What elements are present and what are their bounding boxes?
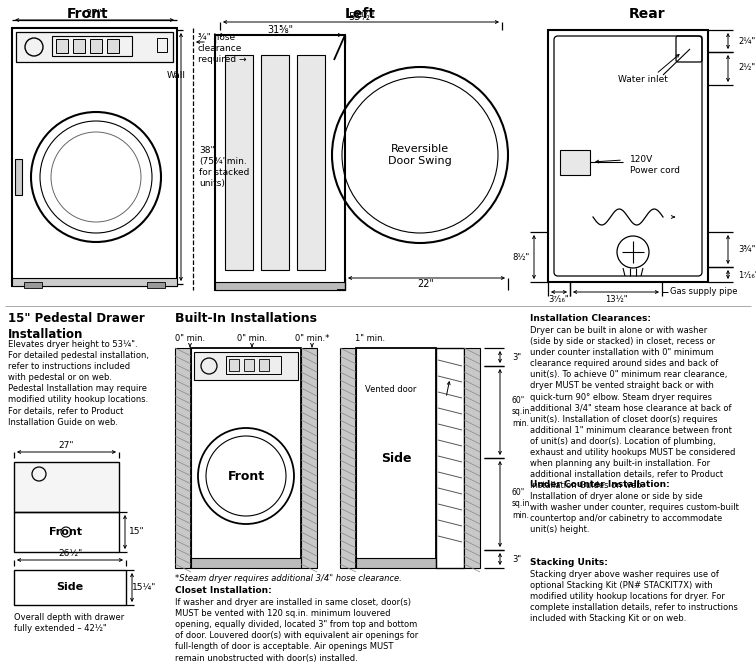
Text: 13½": 13½" [605, 295, 627, 305]
Bar [548, 30, 708, 282]
Bar [191, 558, 301, 568]
Text: 3¾": 3¾" [738, 246, 755, 255]
Bar [15, 159, 22, 195]
Bar [261, 55, 289, 270]
Bar [229, 359, 239, 371]
Text: 38"
(75¾"min.
for stacked
units): 38" (75¾"min. for stacked units) [199, 146, 249, 188]
Text: Elevates dryer height to 53¼".
For detailed pedestal installation,
refer to inst: Elevates dryer height to 53¼". For detai… [8, 340, 149, 427]
Bar [194, 352, 298, 380]
Bar [12, 28, 177, 286]
Bar [215, 35, 345, 290]
Bar [436, 348, 464, 568]
Bar [356, 558, 436, 568]
Text: 22": 22" [417, 279, 435, 289]
Bar [90, 39, 102, 53]
Text: 15¼": 15¼" [132, 582, 156, 591]
Bar [52, 36, 132, 56]
Text: If washer and dryer are installed in same closet, door(s)
MUST be vented with 12: If washer and dryer are installed in sam… [175, 598, 418, 663]
Bar [340, 348, 356, 568]
Text: 0" min.: 0" min. [175, 334, 205, 343]
Bar [56, 39, 68, 53]
Text: 3⁷⁄₁₆": 3⁷⁄₁₆" [549, 295, 569, 305]
Bar [297, 55, 325, 270]
Bar [191, 348, 301, 568]
Text: 27": 27" [85, 9, 103, 19]
Text: 60"
sq.in.
min.: 60" sq.in. min. [512, 488, 533, 520]
Text: Left: Left [345, 7, 376, 21]
Text: Under Counter Installation:: Under Counter Installation: [530, 480, 670, 489]
Text: Stacking dryer above washer requires use of
optional Stacking Kit (PN# STACKIT7X: Stacking dryer above washer requires use… [530, 570, 738, 623]
Text: 3": 3" [512, 554, 521, 564]
Text: Stacking Units:: Stacking Units: [530, 558, 608, 567]
Bar [226, 356, 281, 374]
Bar [14, 512, 119, 552]
Text: Side: Side [381, 452, 411, 464]
Text: ¾" hose
clearance
required →: ¾" hose clearance required → [198, 33, 246, 64]
Text: 1⁷⁄₁₆": 1⁷⁄₁₆" [738, 271, 756, 279]
Bar [147, 282, 165, 288]
Text: 60"
sq.in.
min.: 60" sq.in. min. [512, 396, 533, 428]
Text: Vented door: Vented door [364, 385, 416, 395]
Bar [215, 282, 345, 290]
Text: Wall: Wall [167, 71, 186, 79]
Text: 26½": 26½" [58, 550, 82, 558]
Bar [14, 570, 126, 605]
Text: Front: Front [67, 7, 109, 21]
Text: Closet Installation:: Closet Installation: [175, 586, 271, 595]
Text: Gas supply pipe: Gas supply pipe [670, 287, 738, 297]
Text: Front: Front [49, 527, 82, 537]
Text: 15" Pedestal Drawer
Installation: 15" Pedestal Drawer Installation [8, 312, 144, 341]
Text: Installation Clearances:: Installation Clearances: [530, 314, 651, 323]
Text: 31⅝": 31⅝" [267, 25, 293, 35]
Bar [12, 278, 177, 286]
Text: Water inlet: Water inlet [618, 75, 668, 84]
Bar [175, 348, 191, 568]
Bar [356, 348, 436, 568]
Text: 0" min.: 0" min. [237, 334, 267, 343]
Bar [560, 150, 590, 175]
Text: 120V
Power cord: 120V Power cord [630, 155, 680, 175]
Text: Rear: Rear [629, 7, 665, 21]
Text: Reversible
Door Swing: Reversible Door Swing [388, 144, 452, 166]
Text: 2¼": 2¼" [738, 37, 755, 45]
Bar [301, 348, 317, 568]
Bar [73, 39, 85, 53]
Bar [157, 38, 167, 52]
Text: Installation of dryer alone or side by side
with washer under counter, requires : Installation of dryer alone or side by s… [530, 492, 739, 534]
Bar [464, 348, 480, 568]
Text: 8½": 8½" [513, 253, 530, 261]
Text: 2½": 2½" [738, 63, 755, 73]
Text: 27": 27" [58, 442, 74, 450]
Text: Overall depth with drawer
fully extended – 42½": Overall depth with drawer fully extended… [14, 613, 124, 633]
Bar [244, 359, 254, 371]
Bar [24, 282, 42, 288]
Text: Built-In Installations: Built-In Installations [175, 312, 317, 325]
Text: 3": 3" [512, 353, 521, 361]
Bar [16, 32, 173, 62]
Bar [14, 462, 119, 512]
Text: Dryer can be built in alone or with washer
(side by side or stacked) in closet, : Dryer can be built in alone or with wash… [530, 326, 736, 490]
Text: 53½": 53½" [348, 12, 374, 22]
Bar [225, 55, 253, 270]
Text: Front: Front [228, 470, 265, 482]
Bar [107, 39, 119, 53]
Text: 15": 15" [129, 528, 145, 536]
Text: 1" min.: 1" min. [355, 334, 385, 343]
Bar [259, 359, 269, 371]
Text: 0" min.*: 0" min.* [295, 334, 329, 343]
Text: *Steam dryer requires additional 3/4" hose clearance.: *Steam dryer requires additional 3/4" ho… [175, 574, 401, 583]
Text: Side: Side [57, 582, 84, 592]
